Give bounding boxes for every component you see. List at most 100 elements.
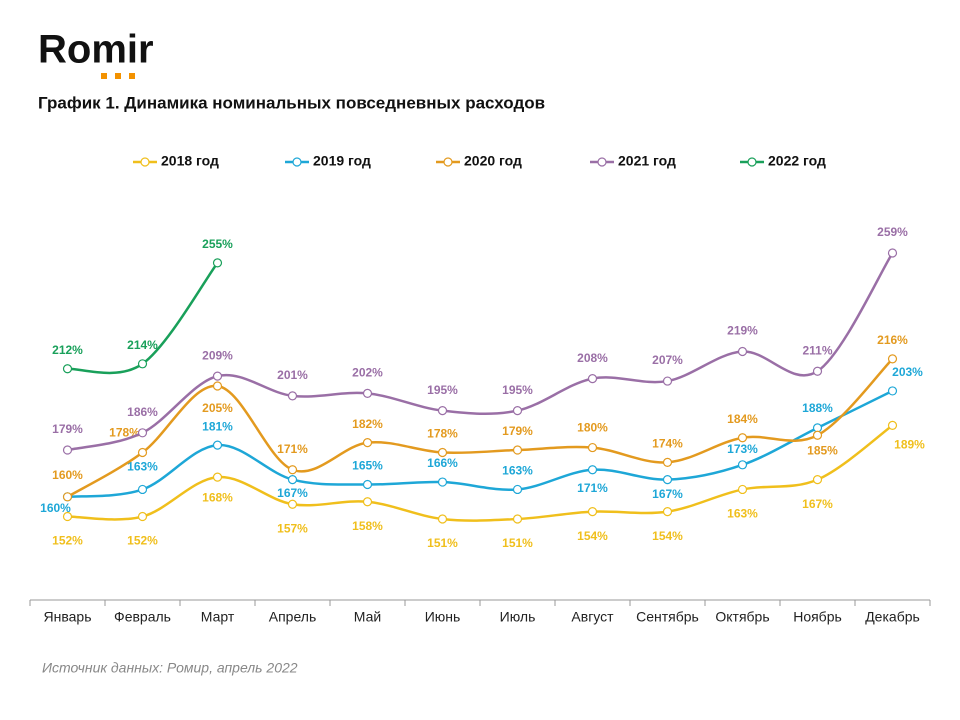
legend-label: 2020 год	[464, 153, 522, 169]
data-label: 219%	[727, 324, 758, 338]
x-tick-label: Сентябрь	[636, 609, 699, 625]
data-label: 151%	[427, 536, 458, 550]
legend-marker	[597, 157, 607, 167]
point	[737, 484, 748, 495]
data-label: 208%	[577, 351, 608, 365]
point	[212, 381, 223, 391]
data-label: 163%	[727, 507, 758, 521]
point	[887, 386, 898, 396]
data-label: 255%	[202, 237, 233, 251]
x-tick-label: Апрель	[269, 609, 317, 625]
data-label: 216%	[877, 333, 908, 347]
point	[887, 354, 898, 364]
point	[362, 497, 373, 507]
point	[362, 388, 373, 398]
series-line	[67, 424, 894, 522]
data-label: 158%	[352, 519, 383, 533]
x-tick-label: Февраль	[114, 609, 171, 625]
data-label: 179%	[52, 422, 83, 436]
source: Источник данных: Ромир, апрель 2022	[42, 660, 298, 676]
data-label: 157%	[277, 521, 308, 535]
point	[137, 484, 148, 495]
point	[437, 406, 448, 416]
data-label: 151%	[502, 536, 533, 550]
legend-label: 2019 год	[313, 153, 371, 169]
data-label: 163%	[502, 464, 533, 478]
point	[662, 457, 673, 467]
point	[137, 447, 148, 458]
x-tick-label: Май	[354, 609, 381, 625]
point	[212, 371, 223, 381]
point	[287, 474, 298, 485]
point	[212, 440, 223, 450]
series-line	[67, 389, 894, 499]
point	[437, 514, 448, 524]
data-label: 182%	[352, 417, 383, 431]
point	[737, 346, 748, 357]
point	[62, 364, 73, 374]
point	[512, 406, 523, 416]
x-tick-label: Март	[201, 609, 235, 625]
data-label: 203%	[892, 365, 923, 379]
data-label: 160%	[40, 501, 71, 515]
data-label: 212%	[52, 343, 83, 357]
logo: Romir	[38, 28, 154, 72]
point	[62, 511, 73, 522]
legend-label: 2018 год	[161, 153, 219, 169]
data-label: 195%	[427, 383, 458, 397]
legend-marker	[292, 157, 302, 167]
data-label: 211%	[802, 343, 832, 357]
series-line	[67, 252, 894, 452]
point	[587, 465, 598, 475]
data-label: 174%	[652, 437, 683, 451]
data-label: 195%	[502, 383, 533, 397]
point	[62, 492, 73, 502]
point	[287, 465, 298, 475]
legend-label: 2022 год	[768, 153, 826, 169]
point	[512, 484, 523, 495]
point	[812, 366, 823, 376]
point	[662, 507, 673, 517]
data-label: 171%	[577, 481, 608, 495]
data-label: 186%	[127, 405, 158, 419]
data-label: 259%	[877, 225, 908, 239]
logo-dot	[129, 73, 135, 79]
data-label: 173%	[727, 442, 758, 456]
data-label: 152%	[127, 534, 158, 548]
point	[212, 472, 223, 482]
x-tick-label: Декабрь	[865, 609, 920, 625]
point	[662, 474, 673, 485]
data-label: 207%	[652, 353, 683, 367]
legend-label: 2021 год	[618, 153, 676, 169]
point	[137, 359, 148, 369]
data-label: 188%	[802, 401, 833, 415]
point	[437, 477, 448, 487]
point	[812, 430, 823, 440]
point	[737, 460, 748, 470]
data-label: 181%	[202, 419, 233, 433]
data-label: 179%	[502, 424, 533, 438]
data-label: 202%	[352, 366, 383, 380]
x-tick-label: Июль	[500, 609, 536, 625]
point	[662, 376, 673, 386]
point	[362, 438, 373, 448]
data-label: 165%	[352, 459, 383, 473]
point	[362, 479, 373, 490]
point	[512, 514, 523, 524]
data-label: 185%	[807, 443, 838, 457]
data-label: 205%	[202, 401, 233, 415]
legend-marker	[140, 157, 150, 167]
data-label: 178%	[427, 427, 458, 441]
point	[812, 474, 823, 485]
point	[287, 391, 298, 401]
data-label: 154%	[577, 529, 608, 543]
data-label: 167%	[652, 487, 683, 501]
data-label: 201%	[277, 368, 308, 382]
data-label: 209%	[202, 348, 233, 362]
logo-dot	[101, 73, 107, 79]
chart-title: График 1. Динамика номинальных повседнев…	[38, 93, 545, 112]
point	[587, 374, 598, 384]
point	[212, 258, 223, 268]
data-label: 163%	[127, 460, 158, 474]
x-tick-label: Ноябрь	[793, 609, 842, 625]
